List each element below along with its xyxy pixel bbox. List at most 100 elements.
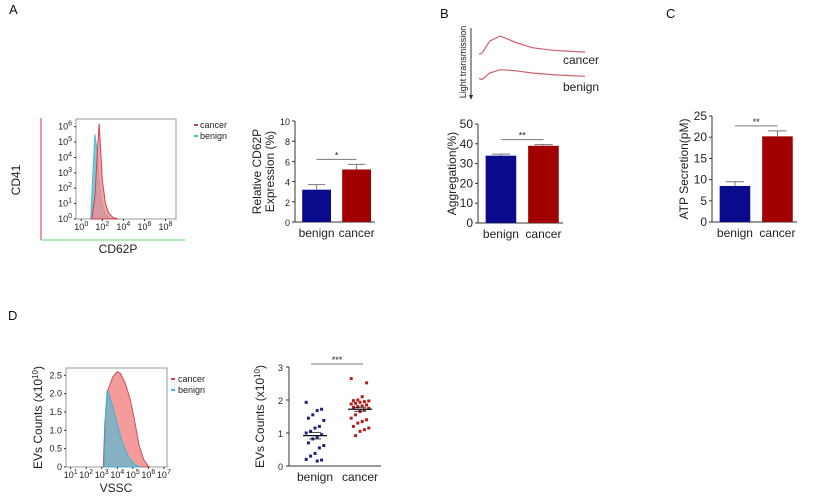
C-bar-category-label: cancer — [759, 226, 795, 240]
d-scatter-point-cancer — [362, 428, 366, 432]
d-histogram-benign — [103, 389, 141, 468]
d-y-tick-label: 0 — [57, 462, 62, 472]
A-bar-bar-cancer — [342, 169, 371, 222]
d-scatter-point-benign — [309, 429, 313, 433]
B-bar-y-tick-label: 50 — [460, 117, 474, 131]
d-scatter-point-benign — [306, 416, 310, 420]
d-scatter-category-label: benign — [297, 470, 333, 484]
a-x-tick-label: 108 — [159, 221, 173, 232]
A-bar-y-tick-label: 4 — [285, 178, 290, 188]
B-bar-y-tick-label: 10 — [460, 196, 474, 210]
C-bar-bar-cancer — [762, 136, 793, 222]
d-scatter-point-benign — [317, 446, 321, 450]
A-bar-category-label: cancer — [339, 226, 375, 240]
d-x-tick-label: 106 — [141, 469, 155, 480]
d-scatter-point-cancer — [360, 395, 364, 399]
A-bar-y-tick-label: 0 — [285, 218, 290, 228]
d-scatter-point-benign — [322, 418, 326, 422]
b-trace-cancer — [478, 35, 586, 55]
d-scatter-point-cancer — [349, 402, 353, 406]
A-bar-y-tick-label: 8 — [285, 137, 290, 147]
A-bar-significance-label: * — [335, 150, 339, 160]
d-scatter-point-benign — [313, 426, 317, 430]
a-y-tick-label: 103 — [58, 167, 72, 178]
a-y-tick-label: 105 — [58, 136, 72, 147]
d-scatter-point-cancer — [351, 405, 355, 409]
d-scatter-point-benign — [320, 407, 324, 411]
C-bar-y-axis-label: ATP Secretion(pM) — [677, 119, 691, 220]
d-scatter-point-cancer — [349, 377, 353, 381]
d-y-tick-label: 1.5 — [49, 407, 62, 417]
a-x-tick-label: 102 — [95, 221, 109, 232]
C-bar-y-tick-label: 20 — [694, 130, 708, 144]
A-bar-bar-benign — [302, 189, 331, 222]
C-bar-y-tick-label: 25 — [694, 109, 708, 123]
C-bar-y-tick-label: 0 — [700, 215, 707, 229]
B-bar-category-label: benign — [483, 227, 519, 241]
panel-label-d: D — [8, 308, 18, 323]
d-x-tick-label: 104 — [110, 469, 124, 480]
d-scatter-point-cancer — [356, 405, 360, 409]
b-trace-benign — [478, 69, 586, 81]
d-scatter-point-benign — [311, 413, 315, 417]
A-bar-y-tick-label: 6 — [285, 157, 290, 167]
b-trace-arrow-head-icon — [469, 95, 473, 100]
d-scatter-y-tick-label: 0 — [278, 462, 283, 472]
d-y-axis-label: EVs Counts (x1010) — [31, 366, 45, 469]
C-bar-y-tick-label: 5 — [700, 194, 707, 208]
d-scatter-point-cancer — [354, 401, 358, 405]
d-scatter-point-cancer — [360, 419, 364, 423]
d-scatter-point-cancer — [367, 406, 371, 410]
d-scatter-point-cancer — [356, 421, 360, 425]
d-scatter-point-benign — [315, 459, 319, 463]
C-bar-category-label: benign — [717, 226, 753, 240]
a-plot-frame — [75, 118, 177, 220]
d-legend-label-cancer: cancer — [178, 374, 205, 384]
d-scatter-category-label: cancer — [342, 470, 378, 484]
d-scatter-y-tick-label: 3 — [278, 363, 283, 373]
A-bar-y-tick-label: 10 — [280, 117, 290, 127]
d-x-axis-label: VSSC — [100, 481, 133, 495]
d-scatter-point-cancer — [367, 399, 371, 403]
d-y-tick-label: 0.5 — [49, 444, 62, 454]
A-bar-y-tick-label: 2 — [285, 198, 290, 208]
a-y-tick-label: 102 — [58, 182, 72, 193]
d-scatter-point-cancer — [362, 408, 366, 412]
B-bar-y-tick-label: 0 — [466, 216, 473, 230]
d-scatter-point-cancer — [354, 434, 358, 438]
a-legend-label-cancer: cancer — [200, 120, 227, 130]
a-y-axis-label: CD41 — [9, 164, 23, 195]
a-y-tick-label: 101 — [58, 198, 72, 209]
d-scatter-point-benign — [317, 424, 321, 428]
d-scatter-point-cancer — [351, 424, 355, 428]
a-x-tick-label: 104 — [116, 221, 130, 232]
B-bar-y-tick-label: 20 — [460, 176, 474, 190]
a-y-tick-label: 100 — [58, 213, 72, 224]
B-bar-category-label: cancer — [525, 227, 561, 241]
B-bar-y-tick-label: 30 — [460, 157, 474, 171]
a-legend-label-benign: benign — [200, 131, 227, 141]
d-scatter-point-cancer — [358, 400, 362, 404]
d-y-tick-label: 2.0 — [49, 389, 62, 399]
C-bar-bar-benign — [719, 185, 751, 222]
A-bar-category-label: benign — [299, 226, 335, 240]
a-histogram-cancer — [91, 123, 119, 220]
a-x-tick-label: 106 — [137, 221, 151, 232]
panel-label-b: B — [440, 6, 449, 21]
A-bar-y-axis-label: Expression (%) — [263, 131, 277, 212]
d-scatter-point-cancer — [365, 403, 369, 407]
d-scatter-point-benign — [322, 444, 326, 448]
d-scatter-significance-label: *** — [332, 355, 343, 365]
d-scatter-point-cancer — [349, 416, 353, 420]
d-x-tick-label: 103 — [95, 469, 109, 480]
d-scatter-point-benign — [313, 451, 317, 455]
B-bar-bar-benign — [485, 155, 517, 223]
a-x-axis-label: CD62P — [99, 242, 138, 256]
d-scatter-point-benign — [315, 409, 319, 413]
a-x-tick-label: 100 — [74, 221, 88, 232]
d-scatter-point-cancer — [358, 429, 362, 433]
d-scatter-point-cancer — [354, 413, 358, 417]
C-bar-y-tick-label: 15 — [694, 151, 708, 165]
b-trace-label-cancer: cancer — [563, 53, 599, 67]
